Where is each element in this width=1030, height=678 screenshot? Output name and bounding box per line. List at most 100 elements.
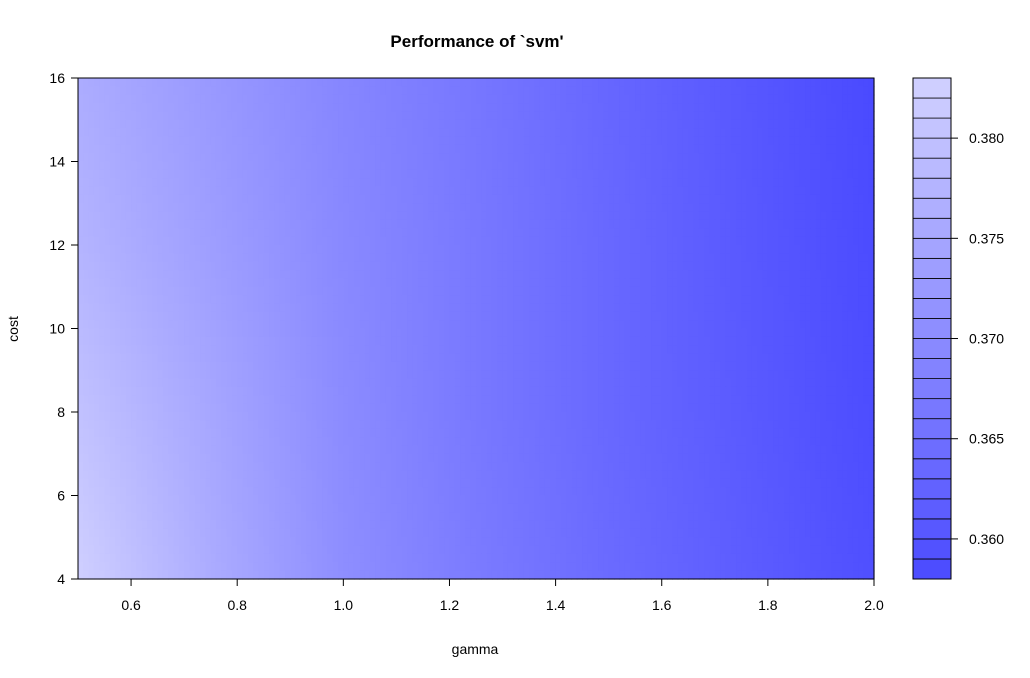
heat-cell (566, 345, 573, 355)
heat-cell (858, 328, 864, 338)
heat-cell (550, 169, 557, 179)
heat-cell (608, 211, 615, 221)
heat-cell (460, 245, 466, 254)
heat-cell (672, 103, 679, 112)
heat-cell (560, 211, 567, 221)
heat-cell (757, 270, 764, 279)
heat-cell (852, 219, 859, 229)
heat-cell (353, 186, 360, 196)
heat-cell (868, 295, 875, 305)
heat-cell (269, 78, 275, 87)
heat-cell (83, 178, 90, 188)
heat-cell (693, 328, 700, 338)
heat-cell (449, 136, 456, 146)
heat-cell (847, 103, 854, 112)
heat-cell (194, 94, 201, 104)
heat-cell (343, 136, 350, 146)
heat-cell (725, 94, 732, 104)
heat-cell (380, 103, 387, 112)
heat-cell (608, 194, 615, 204)
heat-cell (720, 211, 727, 221)
heat-cell (78, 303, 84, 313)
heat-cell (635, 186, 642, 196)
heat-cell (651, 186, 658, 196)
heat-cell (730, 153, 737, 163)
heat-cell (826, 328, 833, 338)
heat-cell (539, 128, 546, 138)
heat-cell (815, 286, 822, 296)
heat-cell (428, 328, 435, 338)
heat-cell (629, 219, 636, 229)
heat-cell (544, 86, 551, 96)
heat-cell (269, 111, 275, 121)
heat-cell (269, 211, 275, 221)
heat-cell (369, 320, 376, 330)
heat-cell (661, 94, 668, 104)
heat-cell (131, 253, 137, 263)
heat-cell (582, 94, 589, 104)
heat-cell (619, 111, 626, 121)
heat-cell (237, 295, 244, 305)
heat-cell (385, 295, 392, 305)
heat-cell (842, 111, 849, 121)
heat-cell (88, 128, 95, 138)
heat-cell (364, 203, 371, 213)
heat-cell (104, 128, 111, 138)
heat-cell (433, 253, 440, 263)
heat-cell (168, 119, 175, 129)
heat-cell (624, 311, 631, 321)
heat-cell (613, 236, 620, 246)
heat-cell (375, 320, 382, 330)
heat-cell (640, 103, 647, 112)
heat-cell (231, 228, 238, 238)
heat-cell (773, 178, 780, 188)
heat-cell (868, 245, 875, 254)
heat-cell (767, 186, 774, 196)
heat-cell (422, 203, 429, 213)
heat-cell (99, 311, 106, 321)
heat-cell (141, 78, 148, 87)
heat-cell (125, 228, 132, 238)
heat-cell (120, 353, 127, 363)
heat-cell (847, 111, 854, 121)
heat-cell (311, 111, 318, 121)
heat-cell (93, 219, 100, 229)
heat-cell (433, 345, 440, 355)
heat-cell (826, 78, 833, 87)
heat-cell (221, 161, 228, 171)
heat-cell (322, 153, 329, 163)
heat-cell (810, 178, 817, 188)
heat-cell (613, 320, 620, 330)
heat-cell (672, 245, 679, 254)
heat-cell (322, 186, 329, 196)
heat-cell (629, 286, 636, 296)
heat-cell (120, 270, 127, 279)
heat-cell (534, 286, 541, 296)
heat-cell (226, 295, 233, 305)
heat-cell (534, 303, 541, 313)
heat-cell (523, 94, 530, 104)
heat-cell (587, 128, 594, 138)
heat-cell (93, 270, 100, 279)
heat-cell (842, 169, 849, 179)
heat-cell (146, 236, 153, 246)
heat-cell (608, 119, 615, 129)
heat-cell (269, 161, 275, 171)
heat-cell (221, 228, 228, 238)
heat-cell (815, 328, 822, 338)
heat-cell (422, 295, 429, 305)
heat-cell (815, 86, 822, 96)
heat-cell (773, 144, 780, 154)
heat-cell (184, 119, 191, 129)
heat-cell (773, 311, 780, 321)
heat-cell (194, 194, 201, 204)
heat-cell (433, 94, 440, 104)
heat-cell (773, 228, 780, 238)
heat-cell (486, 178, 493, 188)
heat-cell (767, 253, 774, 263)
heat-cell (343, 119, 350, 129)
heat-cell (152, 353, 159, 363)
heat-cell (226, 345, 233, 355)
heat-cell (836, 128, 843, 138)
heat-cell (698, 311, 705, 321)
